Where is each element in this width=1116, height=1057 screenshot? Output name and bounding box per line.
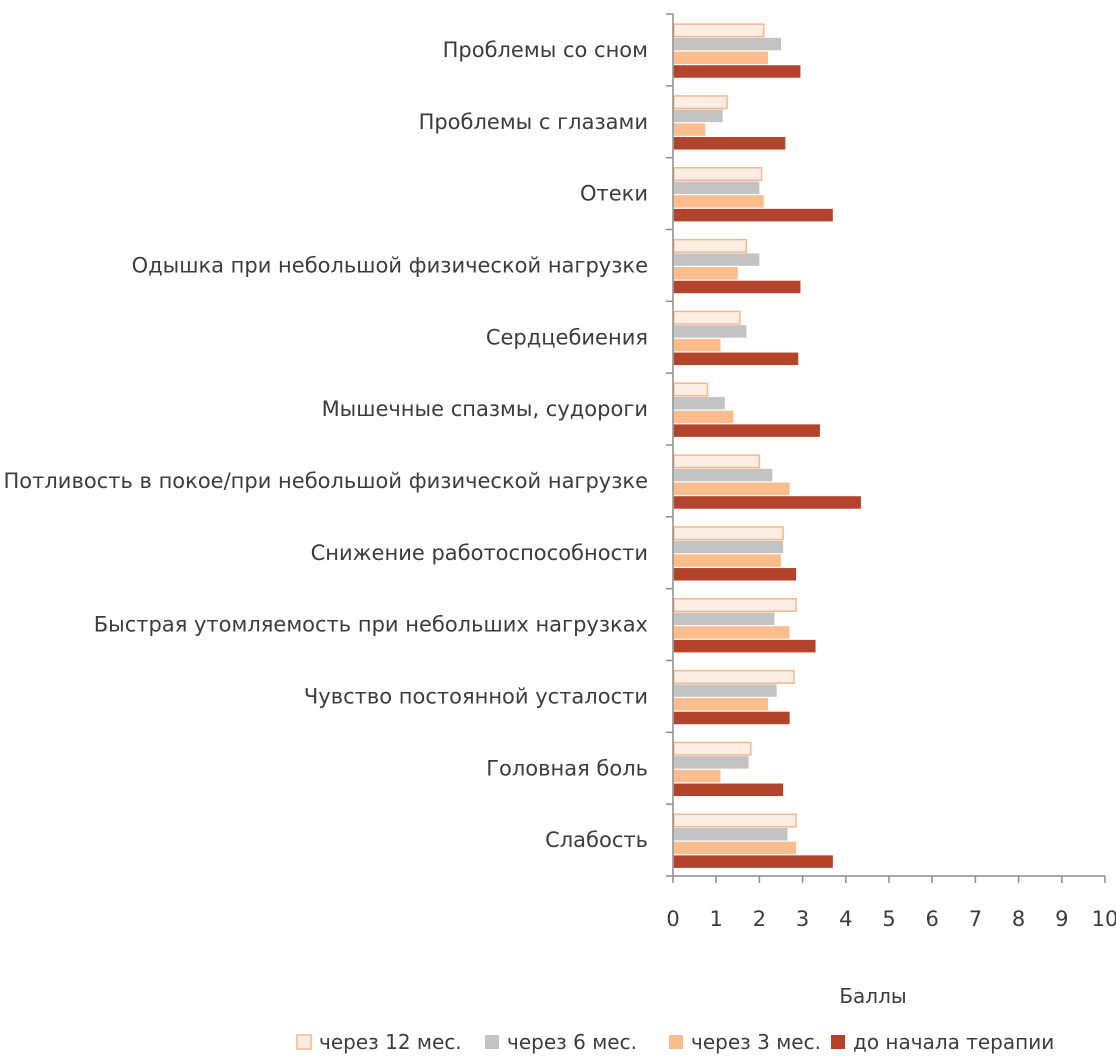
- bar: [673, 612, 775, 625]
- bar: [673, 325, 747, 338]
- bar: [673, 769, 721, 783]
- bar: [673, 352, 799, 366]
- x-tick-label: 4: [839, 907, 852, 931]
- bar: [673, 454, 761, 469]
- bar: [673, 540, 784, 554]
- bar: [673, 813, 797, 828]
- bar: [673, 310, 741, 325]
- legend-swatch: [296, 1034, 312, 1050]
- bar: [673, 756, 749, 769]
- x-tick-label: 7: [969, 907, 982, 931]
- bar: [673, 382, 709, 397]
- bar: [673, 482, 790, 496]
- category-label: Снижение работоспособности: [311, 541, 648, 565]
- bar: [673, 65, 801, 78]
- bar: [673, 568, 797, 581]
- bar: [673, 741, 752, 756]
- bar: [673, 526, 784, 541]
- bar: [673, 424, 820, 437]
- x-axis-ticks: [672, 876, 1106, 883]
- category-label: Одышка при небольшой физической нагрузке: [132, 253, 648, 277]
- bar: [673, 95, 728, 110]
- bar: [673, 554, 781, 567]
- bars-layer: [673, 23, 861, 868]
- x-tick-label: 10: [1092, 907, 1116, 931]
- bar: [673, 496, 861, 509]
- bar: [673, 855, 833, 868]
- bar: [673, 51, 769, 65]
- x-tick-label: 0: [666, 907, 679, 931]
- bar: [673, 181, 760, 194]
- bar: [673, 23, 765, 38]
- category-label: Слабость: [545, 828, 648, 852]
- category-label: Мышечные спазмы, судороги: [322, 397, 648, 421]
- category-label: Проблемы со сном: [443, 38, 648, 62]
- bar: [673, 195, 764, 208]
- category-label: Проблемы с глазами: [419, 110, 648, 134]
- bar: [673, 669, 795, 684]
- bar: [673, 684, 777, 697]
- x-tick-label: 5: [882, 907, 895, 931]
- bar: [673, 698, 769, 711]
- bar: [673, 468, 773, 482]
- x-tick-label: 2: [753, 907, 766, 931]
- bar: [673, 783, 784, 797]
- bar: [673, 626, 790, 639]
- legend-label: через 12 мес.: [319, 1030, 462, 1054]
- bar: [673, 410, 734, 424]
- category-label: Сердцебиения: [486, 325, 648, 349]
- category-label: Отеки: [580, 182, 648, 206]
- bar: [673, 338, 721, 352]
- x-tick-label: 8: [1012, 907, 1025, 931]
- bar: [673, 396, 725, 410]
- bar: [673, 253, 760, 266]
- legend-swatch: [485, 1035, 499, 1049]
- legend-swatch: [831, 1035, 845, 1049]
- bar: [673, 123, 706, 136]
- category-label: Быстрая утомляемость при небольших нагру…: [94, 613, 648, 637]
- x-tick-labels: 0 1 2 3 4 5 6 7 8 9 10: [666, 907, 1116, 931]
- bar: [673, 280, 801, 294]
- bar: [673, 208, 833, 222]
- bar: [673, 827, 788, 841]
- bar: [673, 841, 797, 855]
- category-labels: Проблемы со сном Проблемы с глазами Отеки О…: [4, 38, 648, 852]
- x-tick-label: 6: [926, 907, 939, 931]
- bar: [673, 37, 781, 51]
- bar: [673, 598, 797, 613]
- bar: [673, 109, 723, 123]
- bar: [673, 238, 748, 253]
- legend-swatch: [669, 1035, 683, 1049]
- x-axis-title: Баллы: [839, 984, 906, 1008]
- legend-label: через 6 мес.: [507, 1030, 637, 1054]
- category-label: Потливость в покое/при небольшой физичес…: [4, 469, 648, 493]
- legend-label: до начала терапии: [853, 1030, 1054, 1054]
- legend: через 12 мес. через 6 мес. через 3 мес. до …: [296, 1030, 1054, 1054]
- x-tick-label: 1: [710, 907, 723, 931]
- category-label: Чувство постоянной усталости: [304, 684, 648, 708]
- bar: [673, 639, 816, 653]
- bar: [673, 267, 738, 280]
- bar: [673, 137, 786, 150]
- x-tick-label: 3: [796, 907, 809, 931]
- y-axis-ticks: [666, 13, 673, 877]
- legend-label: через 3 мес.: [691, 1030, 821, 1054]
- category-label: Головная боль: [486, 756, 648, 780]
- bar: [673, 167, 763, 182]
- bar: [673, 711, 790, 725]
- x-tick-label: 9: [1055, 907, 1068, 931]
